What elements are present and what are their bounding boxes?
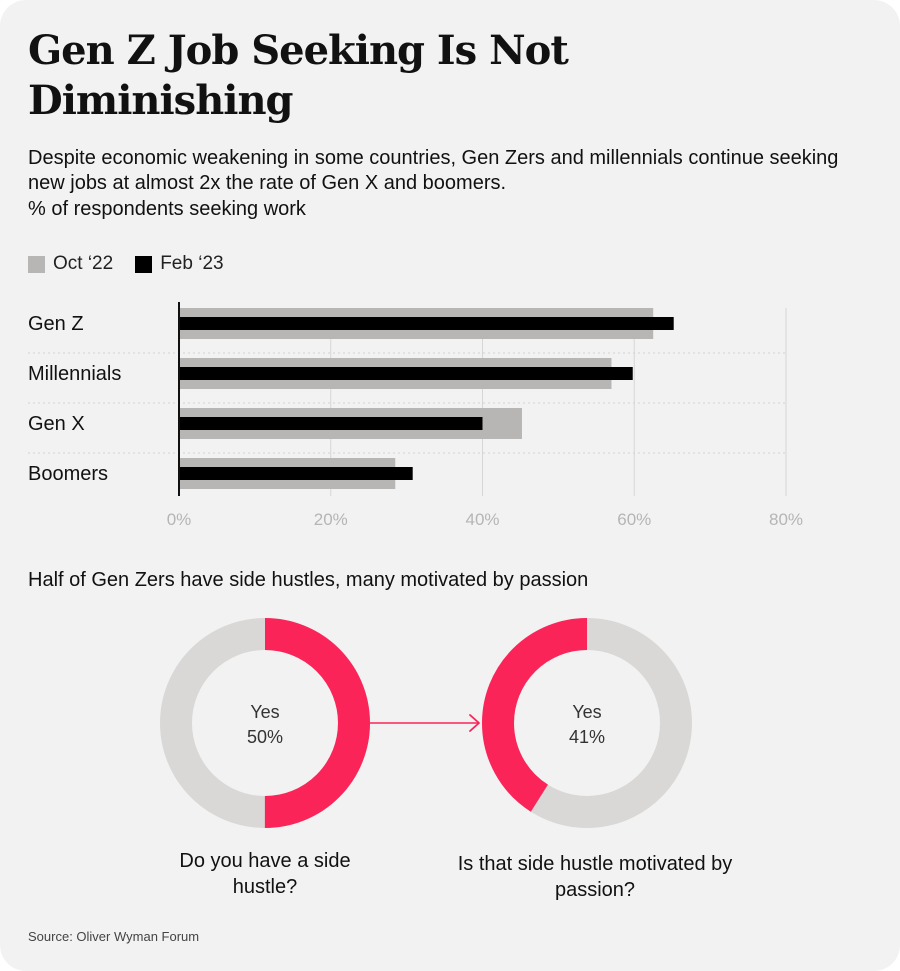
- donut-center-value: 41%: [569, 727, 605, 747]
- donut-center-label: Yes: [572, 702, 601, 722]
- bar-chart: 0% 20% 40% 60% 80% Gen Z Millennials Gen X Boome…: [28, 302, 803, 529]
- donut-slice-yes: [482, 618, 692, 828]
- legend-label-feb: Feb ‘23: [160, 253, 224, 274]
- legend-swatch-oct: [28, 255, 45, 273]
- donut-center-value: 50%: [247, 727, 283, 747]
- category-label: Millennials: [28, 363, 121, 385]
- subtitle: Despite economic weakening in some count…: [28, 147, 839, 194]
- bar-feb-23: [179, 367, 633, 380]
- page-title: Gen Z Job Seeking Is Not Diminishing: [28, 27, 569, 124]
- chart-legend: Oct ‘22 Feb ‘23: [28, 253, 246, 275]
- source-note: Source: Oliver Wyman Forum: [28, 929, 200, 944]
- x-tick-label: 20%: [314, 510, 348, 529]
- category-label: Gen Z: [28, 313, 84, 335]
- legend-item-oct: Oct ‘22: [28, 253, 113, 275]
- x-tick-label: 40%: [465, 510, 499, 529]
- connector-dot-top: [346, 717, 358, 729]
- legend-item-feb: Feb ‘23: [135, 253, 224, 275]
- bar-feb-23: [179, 317, 674, 330]
- category-label: Boomers: [28, 463, 108, 485]
- section-title-side-hustles: Half of Gen Zers have side hustles, many…: [28, 569, 589, 591]
- legend-swatch-feb: [135, 255, 153, 273]
- x-tick-label: 0%: [167, 510, 192, 529]
- x-tick-label: 80%: [769, 510, 803, 529]
- legend-label-oct: Oct ‘22: [53, 253, 114, 274]
- bar-feb-23: [179, 467, 413, 480]
- donut-center-label: Yes: [250, 702, 279, 722]
- connector-arrow-head: [469, 714, 480, 732]
- question-side-hustle: Do you have a side hustle?: [179, 850, 351, 898]
- category-label: Gen X: [28, 413, 85, 435]
- bar-feb-23: [179, 417, 483, 430]
- x-tick-label: 60%: [617, 510, 651, 529]
- question-passion: Is that side hustle motivated by passion…: [457, 853, 733, 901]
- donut-charts: Yes 50% Yes 41%: [160, 618, 692, 828]
- unit-label: % of respondents seeking work: [28, 198, 306, 220]
